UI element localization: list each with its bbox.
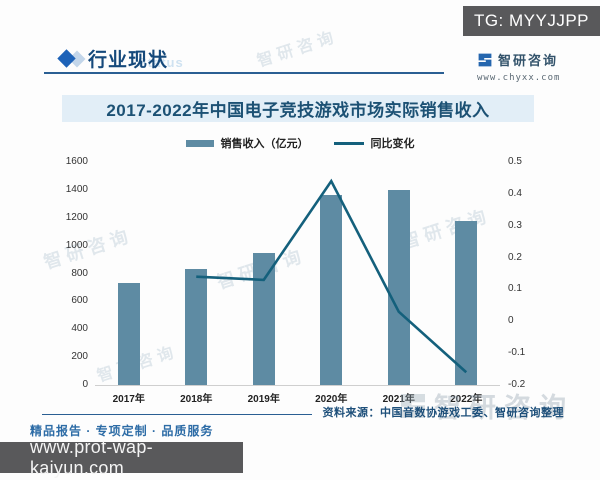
x-axis-label: 2020年 xyxy=(315,394,348,405)
y-axis-tick-right: 0.2 xyxy=(508,251,522,263)
yoy-line xyxy=(196,178,468,374)
x-axis-line xyxy=(95,385,500,386)
y-axis-tick-left: 1400 xyxy=(65,183,88,195)
footer-divider xyxy=(42,414,312,415)
site-url-bar: www.prot-wap-kaiyun.com xyxy=(0,437,243,478)
revenue-bar xyxy=(117,283,140,385)
revenue-bar xyxy=(455,220,478,385)
y-axis-tick-left: 600 xyxy=(71,295,88,307)
y-axis-tick-right: -0.2 xyxy=(508,379,526,390)
y-axis-tick-right: 0.4 xyxy=(508,187,522,199)
legend-bar-label: 销售收入（亿元） xyxy=(220,138,309,150)
y-axis-tick-left: 200 xyxy=(71,351,88,363)
legend-line-label: 同比变化 xyxy=(370,138,415,150)
zhiyan-logo-icon xyxy=(478,53,492,66)
brand-name: 智研咨询 xyxy=(498,53,559,68)
chart-title-band: 2017-2022年中国电子竞技游戏市场实际销售收入 xyxy=(62,95,534,122)
brand-block: 智研咨询 www.chyxx.com xyxy=(477,50,587,83)
revenue-bar xyxy=(252,253,275,385)
brand-url: www.chyxx.com xyxy=(477,73,561,83)
x-axis-label: 2019年 xyxy=(247,394,280,405)
yoy-line-chart xyxy=(196,178,468,374)
revenue-bar xyxy=(387,189,410,385)
y-axis-tick-left: 400 xyxy=(71,323,88,335)
y-axis-tick-right: 0.1 xyxy=(508,283,522,295)
y-axis-tick-right: 0.3 xyxy=(508,219,522,231)
header-divider xyxy=(44,72,444,74)
y-axis-tick-left: 0 xyxy=(82,379,88,390)
legend-line-swatch xyxy=(333,141,364,145)
chart-legend: 销售收入（亿元） 同比变化 xyxy=(0,135,600,151)
y-axis-tick-right: 0.5 xyxy=(508,156,522,167)
telegram-handle: TG: MYYJJPP xyxy=(473,11,590,30)
chart-title: 2017-2022年中国电子竞技游戏市场实际销售收入 xyxy=(106,101,490,120)
site-url-text: www.prot-wap-kaiyun.com xyxy=(30,436,153,478)
section-watermark-text: Status xyxy=(138,55,184,70)
y-axis-tick-left: 800 xyxy=(71,267,88,279)
y-axis-tick-left: 1600 xyxy=(65,156,88,167)
x-axis-label: 2017年 xyxy=(112,394,145,405)
legend-bar-swatch xyxy=(185,139,214,147)
section-title: 行业现状 xyxy=(88,50,169,71)
x-axis-label: 2022年 xyxy=(450,394,483,405)
data-source: 资料来源：中国音数协游戏工委、智研咨询整理 xyxy=(322,407,564,419)
revenue-bar xyxy=(320,194,343,385)
y-axis-tick-right: 0 xyxy=(508,315,514,327)
telegram-badge: TG: MYYJJPP xyxy=(463,6,600,36)
y-axis-tick-left: 1200 xyxy=(65,211,88,223)
service-tagline: 精品报告 · 专项定制 · 品质服务 xyxy=(30,424,214,438)
x-axis-label: 2018年 xyxy=(180,394,213,405)
y-axis-tick-left: 1000 xyxy=(65,239,88,251)
x-axis-label: 2021年 xyxy=(382,394,415,405)
revenue-bar xyxy=(185,268,208,385)
y-axis-tick-right: -0.1 xyxy=(508,347,526,359)
